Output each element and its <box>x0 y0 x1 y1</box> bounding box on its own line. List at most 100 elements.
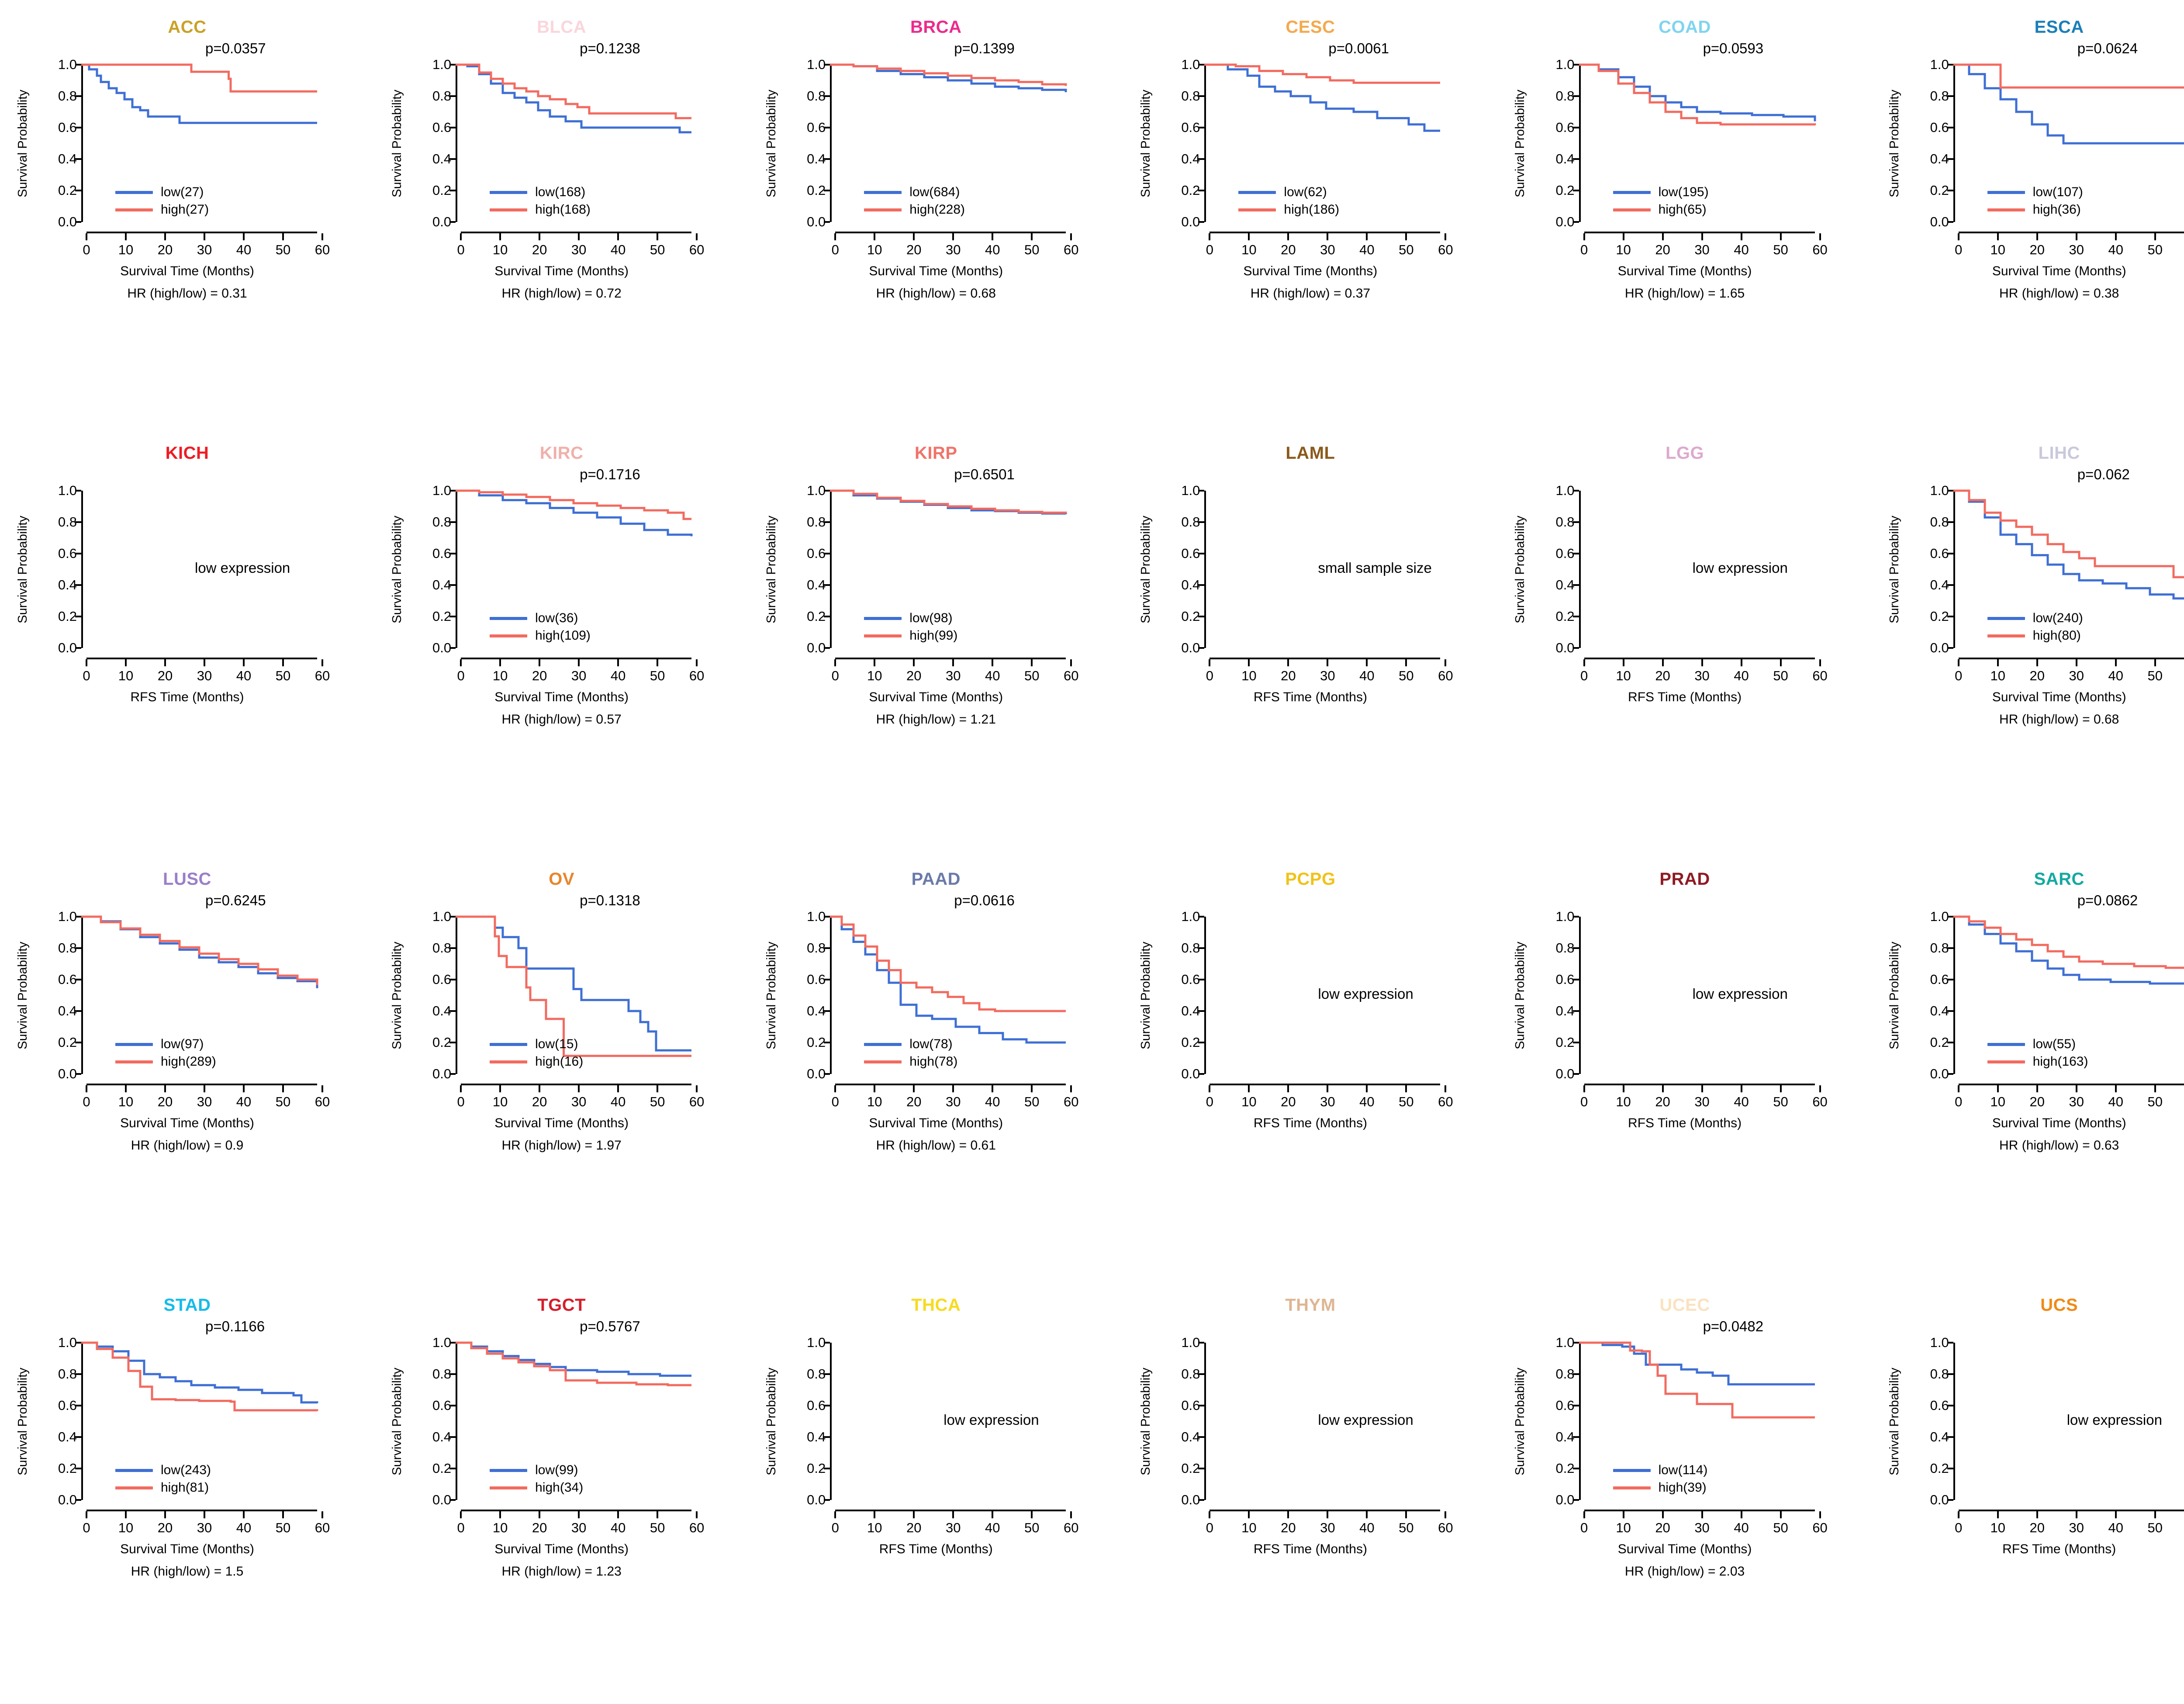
x-tick-mark <box>1366 659 1368 666</box>
panel-title-cesc: CESC <box>1286 17 1335 37</box>
x-tick-mark <box>578 1085 580 1092</box>
y-tick-mark <box>75 916 81 918</box>
x-tick-label: 40 <box>1359 242 1375 257</box>
y-axis-line <box>1953 65 1955 222</box>
x-tick-mark <box>460 1085 462 1092</box>
x-tick-mark <box>86 1085 87 1092</box>
y-tick-mark <box>1947 553 1953 554</box>
survival-panel-sarc: SARC p=0.0862 Survival Probability 0.0 0.2 0.… <box>1872 852 2184 1278</box>
legend-swatch-low <box>490 616 528 620</box>
x-tick-mark <box>1287 233 1289 240</box>
x-tick-label: 20 <box>2029 668 2045 683</box>
x-tick-mark <box>1701 1511 1703 1518</box>
panel-title-kich: KICH <box>165 443 209 463</box>
y-tick-mark <box>1198 584 1205 586</box>
y-tick-mark <box>1947 521 1953 523</box>
x-tick-label: 40 <box>236 668 252 683</box>
x-tick-label: 20 <box>1281 668 1296 683</box>
x-tick-mark <box>282 1085 284 1092</box>
x-tick-label: 50 <box>1773 1520 1788 1535</box>
y-tick-label: 0.6 <box>1555 1398 1575 1413</box>
x-tick-mark <box>1405 233 1407 240</box>
y-tick-mark <box>1198 521 1205 523</box>
curve-high <box>1953 65 2184 87</box>
curve-high <box>81 1343 317 1411</box>
p-value-label: p=0.1716 <box>580 466 640 482</box>
legend-label-high: high(109) <box>535 628 591 643</box>
x-tick-mark <box>1740 1511 1742 1518</box>
x-tick-label: 30 <box>1320 1520 1335 1535</box>
x-tick-label: 10 <box>1241 242 1257 257</box>
x-tick-mark <box>1583 1085 1585 1092</box>
x-tick-label: 0 <box>83 1520 90 1535</box>
legend-item-low: low(78) <box>864 1036 957 1053</box>
legend-swatch-high <box>490 1060 528 1063</box>
x-tick-label: 0 <box>1955 242 1963 257</box>
x-tick-mark <box>834 1085 836 1092</box>
y-tick-mark <box>1198 1342 1205 1344</box>
x-tick-mark <box>1780 233 1782 240</box>
x-axis-caption: RFS Time (Months) <box>130 690 244 704</box>
y-tick-label: 0.2 <box>1555 1035 1575 1050</box>
y-tick-mark <box>1947 647 1953 649</box>
x-tick-label: 20 <box>532 1520 547 1535</box>
x-tick-label: 30 <box>571 1094 587 1109</box>
legend: low(36) high(109) <box>490 610 591 644</box>
curve-high <box>456 1343 691 1385</box>
y-tick-label: 0.0 <box>1181 1066 1200 1081</box>
survival-panel-acc: ACC p=0.0357 Survival Probability 0.0 0.2 0.4… <box>0 0 374 426</box>
plot-area-esca: 0.00.20.40.60.81.00102030405060low(107)h… <box>1930 57 2184 257</box>
x-tick-label: 60 <box>1812 1094 1828 1109</box>
y-tick-label: 0.4 <box>1181 1003 1200 1018</box>
y-tick-mark <box>1198 1010 1205 1012</box>
y-tick-mark <box>1947 1436 1953 1438</box>
x-axis-caption: RFS Time (Months) <box>1628 1116 1742 1130</box>
x-axis-line <box>835 658 1066 659</box>
p-value-label: p=0.0593 <box>1703 40 1764 56</box>
x-tick-mark <box>1209 1085 1211 1092</box>
y-tick-label: 0.8 <box>1555 514 1575 530</box>
legend-label-high: high(27) <box>161 202 209 217</box>
y-tick-label: 0.2 <box>807 1035 826 1050</box>
x-tick-mark <box>2036 1511 2038 1518</box>
y-tick-mark <box>1198 190 1205 191</box>
legend-item-high: high(289) <box>115 1053 216 1070</box>
x-tick-mark <box>1701 659 1703 666</box>
curve-high <box>81 917 317 985</box>
x-tick-mark <box>539 233 541 240</box>
legend-item-high: high(99) <box>864 627 957 644</box>
y-tick-mark <box>1198 1073 1205 1075</box>
y-tick-mark <box>1572 916 1579 918</box>
km-curves <box>830 917 1066 1074</box>
x-tick-label: 50 <box>2147 668 2163 683</box>
y-tick-label: 0.4 <box>1930 1429 1949 1444</box>
empty-state-message: low expression <box>1318 1412 1413 1428</box>
plot-area-stad: 0.0 0.2 0.4 0.6 0.8 1.0 0 10 20 30 40 50 60 low(243) h… <box>58 1335 330 1535</box>
legend-item-low: low(99) <box>490 1462 583 1479</box>
legend-swatch-high <box>1238 208 1276 211</box>
legend: low(97) high(289) <box>115 1036 216 1070</box>
y-tick-label: 0.4 <box>58 577 77 592</box>
legend-swatch-low <box>1613 190 1651 194</box>
y-axis-label: Survival Probability <box>390 515 404 623</box>
y-tick-label: 0.0 <box>58 214 77 229</box>
legend-swatch-high <box>1987 1060 2025 1063</box>
x-tick-label: 50 <box>1399 668 1414 683</box>
km-curves <box>81 1343 317 1500</box>
legend-item-low: low(15) <box>490 1036 583 1053</box>
legend-label-low: low(168) <box>535 185 586 199</box>
y-tick-label: 0.6 <box>807 1398 826 1413</box>
y-tick-label: 1.0 <box>807 1335 826 1350</box>
x-tick-mark <box>243 1085 245 1092</box>
y-tick-mark <box>824 158 830 160</box>
panel-title-sarc: SARC <box>2034 869 2084 889</box>
x-tick-mark <box>1366 1085 1368 1092</box>
x-axis-caption: Survival Time (Months) <box>1617 264 1752 278</box>
x-tick-label: 10 <box>118 1520 134 1535</box>
y-tick-mark <box>1572 1436 1579 1438</box>
panel-title-esca: ESCA <box>2034 17 2084 37</box>
empty-state-message: small sample size <box>1318 560 1432 576</box>
x-axis-caption: Survival Time (Months) <box>869 264 1003 278</box>
p-value-label: p=0.0357 <box>205 40 266 56</box>
y-tick-label: 0.2 <box>1930 609 1949 624</box>
